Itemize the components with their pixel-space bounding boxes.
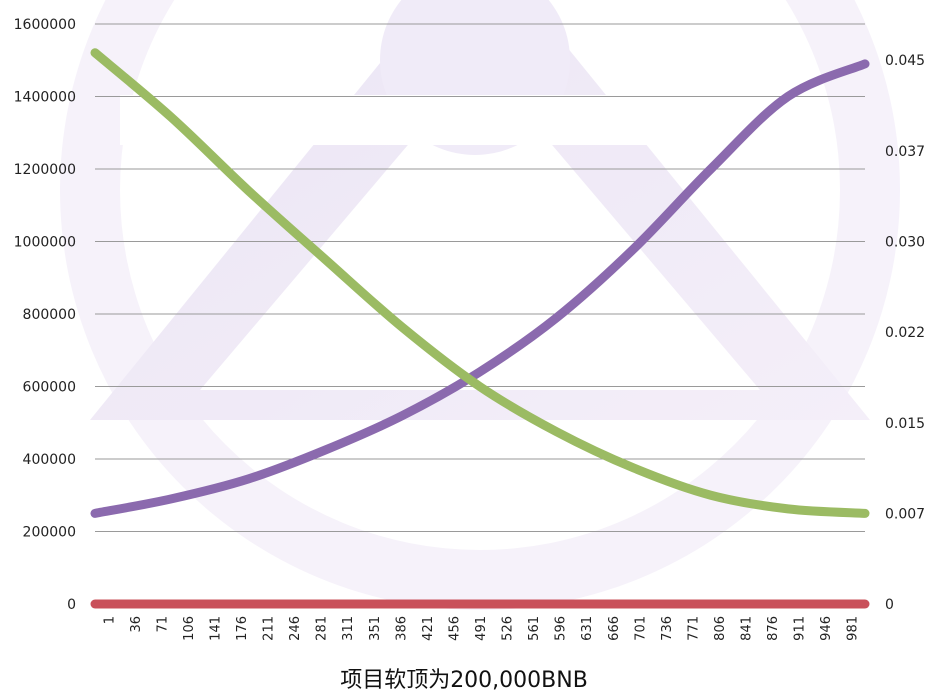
x-tick-label: 176 xyxy=(235,616,250,641)
x-tick-label: 911 xyxy=(793,616,808,641)
x-tick-label: 841 xyxy=(740,616,755,641)
series-line xyxy=(90,48,870,518)
x-tick-label: 526 xyxy=(501,616,516,641)
x-tick-label: 36 xyxy=(129,616,144,633)
right-tick-label: 0.045 xyxy=(885,53,925,69)
right-tick-label: 0.022 xyxy=(885,325,925,341)
left-tick-label: 200000 xyxy=(23,525,76,541)
x-tick-label: 701 xyxy=(633,616,648,641)
right-tick-label: 0.015 xyxy=(885,416,925,432)
x-tick-label: 946 xyxy=(819,616,834,641)
right-tick-label: 0.030 xyxy=(885,234,925,250)
right-tick-label: 0.007 xyxy=(885,506,925,522)
x-tick-label: 141 xyxy=(208,616,223,641)
gridlines xyxy=(95,23,865,532)
x-tick-label: 421 xyxy=(421,616,436,641)
left-tick-label: 800000 xyxy=(23,307,76,323)
left-axis-ticks: 0 200000 400000 600000 800000 1000000 1200000 1… xyxy=(14,17,76,613)
x-tick-label: 456 xyxy=(447,616,462,641)
x-axis-ticks: 1 36 71 106 141 176 211 246 281 311 351 386 421 456 49… xyxy=(102,616,860,641)
x-tick-label: 246 xyxy=(288,616,303,641)
right-tick-label: 0 xyxy=(885,597,894,613)
x-tick-label: 106 xyxy=(182,616,197,641)
left-tick-label: 600000 xyxy=(23,380,76,396)
x-tick-label: 311 xyxy=(341,616,356,641)
x-tick-label: 71 xyxy=(155,616,170,633)
x-tick-label: 876 xyxy=(766,616,781,641)
background-watermark-logo xyxy=(60,0,900,610)
x-tick-label: 771 xyxy=(686,616,701,641)
left-tick-label: 0 xyxy=(67,597,76,613)
left-tick-label: 1400000 xyxy=(14,90,76,106)
x-tick-label: 736 xyxy=(660,616,675,641)
x-tick-label: 806 xyxy=(713,616,728,641)
x-tick-label: 211 xyxy=(262,616,277,641)
series-line xyxy=(90,59,870,518)
x-tick-label: 351 xyxy=(368,616,383,641)
left-tick-label: 1000000 xyxy=(14,235,76,251)
x-tick-label: 666 xyxy=(607,616,622,641)
right-axis-ticks: 0 0.007 0.015 0.022 0.030 0.037 0.045 xyxy=(885,53,925,613)
x-tick-label: 981 xyxy=(846,616,861,641)
series-lines xyxy=(90,48,870,609)
right-tick-label: 0.037 xyxy=(885,144,925,160)
x-tick-label: 561 xyxy=(527,616,542,641)
left-tick-label: 400000 xyxy=(23,452,76,468)
x-tick-label: 281 xyxy=(315,616,330,641)
x-tick-label: 596 xyxy=(554,616,569,641)
x-tick-label: 1 xyxy=(102,616,117,624)
left-tick-label: 1600000 xyxy=(14,17,76,33)
x-tick-label: 386 xyxy=(394,616,409,641)
x-tick-label: 631 xyxy=(580,616,595,641)
x-axis-label: 项目软顶为200,000BNB xyxy=(340,668,588,693)
left-tick-label: 1200000 xyxy=(14,162,76,178)
x-tick-label: 491 xyxy=(474,616,489,641)
